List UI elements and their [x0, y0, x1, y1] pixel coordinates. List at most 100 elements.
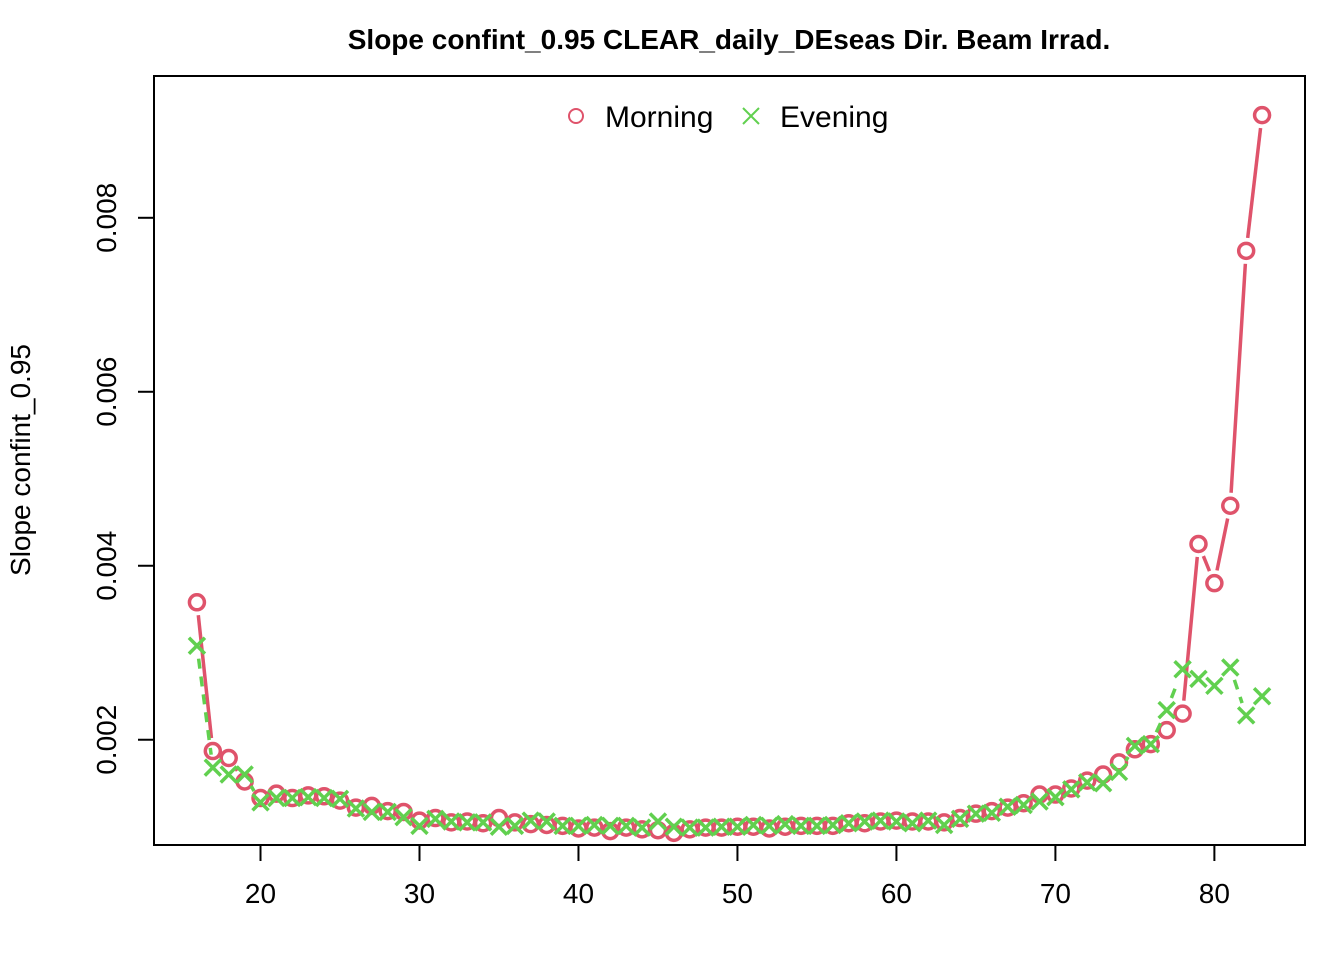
data-point: [871, 811, 890, 830]
data-point: [1221, 496, 1240, 515]
data-point: [1014, 793, 1033, 813]
data-point: [632, 818, 652, 837]
data-point: [648, 812, 668, 831]
data-point: [187, 593, 207, 612]
legend-item-morning: Morning: [568, 101, 713, 134]
data-point: [855, 812, 874, 831]
data-point: [1141, 734, 1161, 754]
data-point: [664, 817, 684, 836]
series-layer: [187, 105, 1272, 843]
data-point: [489, 817, 509, 836]
data-point: [1221, 658, 1240, 677]
data-point: [1077, 773, 1097, 792]
data-point: [759, 819, 779, 838]
legend-marker: [568, 108, 584, 124]
data-point: [775, 814, 795, 834]
y-axis: 0.002 0.004 0.006 0.008: [91, 183, 155, 775]
y-axis-label: Slope confint_0.95: [5, 344, 36, 576]
data-point: [1125, 736, 1145, 756]
x-tick-label: 30: [404, 878, 435, 909]
data-point: [410, 816, 429, 836]
data-point: [1141, 734, 1161, 754]
data-point: [585, 818, 604, 837]
x-tick-label: 40: [563, 878, 594, 909]
series-line-segment: [196, 658, 213, 755]
data-point: [760, 816, 779, 836]
plot-frame: [153, 75, 1306, 846]
data-point: [585, 815, 604, 835]
x-tick-label: 60: [881, 878, 912, 909]
data-point: [203, 758, 223, 777]
data-point: [680, 818, 699, 837]
data-point: [505, 816, 525, 836]
data-point: [616, 816, 636, 836]
y-tick-label: 0.004: [91, 531, 122, 601]
data-point: [728, 817, 747, 836]
legend: Morning Evening: [568, 101, 888, 134]
chart-title: Slope confint_0.95 CLEAR_daily_DEseas Di…: [348, 24, 1111, 55]
data-point: [426, 808, 445, 828]
series-line-segment: [1169, 680, 1180, 699]
series-line-segment: [196, 615, 214, 739]
data-point: [330, 791, 350, 810]
series-line-segment: [1245, 127, 1263, 239]
data-point: [775, 817, 795, 836]
data-point: [1109, 762, 1129, 782]
data-point: [934, 813, 954, 832]
data-point: [839, 814, 858, 833]
data-point: [982, 803, 1002, 823]
data-point: [521, 811, 541, 830]
data-point: [744, 815, 763, 835]
data-point: [1236, 241, 1256, 261]
data-point: [1157, 700, 1176, 720]
data-point: [950, 809, 970, 829]
series-line-segment: [1215, 518, 1230, 571]
series-line-segment: [1232, 679, 1244, 704]
y-tick-label: 0.008: [91, 183, 122, 253]
data-point: [298, 787, 318, 807]
data-point: [712, 817, 731, 836]
x-tick-label: 50: [722, 878, 753, 909]
data-point: [267, 788, 286, 808]
series-evening: [187, 636, 1272, 837]
data-point: [457, 813, 477, 832]
legend-label: Morning: [605, 101, 713, 134]
data-point: [378, 802, 397, 822]
data-point: [1046, 785, 1065, 804]
data-point: [1030, 792, 1049, 811]
data-point: [219, 748, 238, 768]
data-point: [1189, 534, 1208, 554]
data-point: [553, 816, 572, 836]
data-point: [219, 765, 238, 784]
data-point: [473, 814, 493, 833]
data-point: [1252, 687, 1272, 706]
data-point: [426, 809, 445, 829]
data-point: [696, 818, 715, 837]
x-tick-label: 80: [1199, 878, 1230, 909]
data-point: [330, 789, 350, 809]
legend-marker: [742, 107, 760, 125]
series-line-segment: [1154, 721, 1163, 734]
data-point: [1077, 771, 1097, 790]
data-point: [918, 811, 938, 830]
series-line-segment: [1201, 555, 1212, 572]
data-point: [283, 788, 302, 808]
data-point: [791, 816, 811, 836]
data-point: [1046, 787, 1065, 807]
data-point: [903, 814, 922, 833]
data-point: [1173, 704, 1192, 723]
data-point: [1252, 105, 1272, 125]
data-point: [251, 788, 270, 808]
data-point: [1093, 773, 1113, 793]
data-point: [1205, 676, 1224, 696]
data-point: [934, 815, 954, 835]
data-point: [569, 819, 588, 838]
data-point: [346, 799, 366, 818]
data-point: [807, 816, 827, 836]
data-point: [203, 741, 223, 761]
data-point: [1062, 780, 1081, 799]
data-point: [966, 804, 986, 823]
data-point: [823, 815, 843, 835]
series-line-segment: [249, 784, 256, 792]
